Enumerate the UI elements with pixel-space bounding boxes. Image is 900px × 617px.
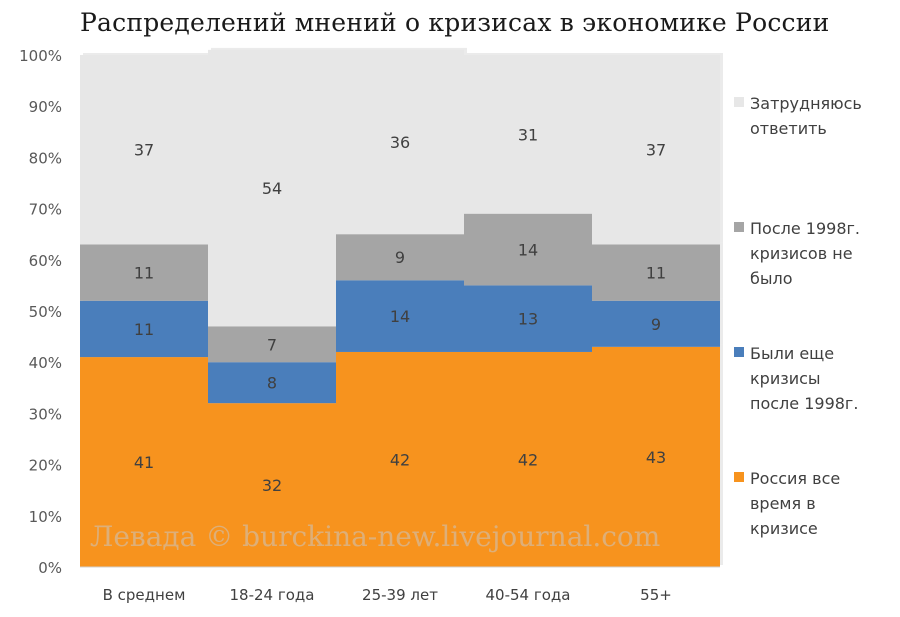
bar-segment bbox=[208, 326, 336, 363]
bar-segment bbox=[80, 300, 208, 358]
data-label: 54 bbox=[262, 179, 282, 198]
legend-label: время в bbox=[750, 494, 816, 513]
bar-segment bbox=[336, 234, 464, 281]
bar-segment bbox=[336, 280, 464, 352]
legend: Затрудняюсь ответить После 1998г. кризисов … bbox=[734, 94, 862, 538]
x-axis: В среднем 18-24 года 25-39 лет 40-54 года 55… bbox=[80, 566, 720, 604]
data-label: 11 bbox=[134, 320, 154, 339]
data-label: 11 bbox=[134, 264, 154, 283]
legend-label: Россия все bbox=[750, 469, 840, 488]
data-label: 8 bbox=[267, 374, 277, 393]
data-label: 32 bbox=[262, 476, 282, 495]
legend-swatch bbox=[734, 472, 744, 482]
bar-segment bbox=[464, 351, 592, 567]
data-label: 42 bbox=[518, 450, 538, 469]
bar-segment bbox=[208, 403, 336, 567]
legend-label: кризисы bbox=[750, 369, 821, 388]
data-label: 9 bbox=[395, 248, 405, 267]
bar-segment bbox=[80, 55, 208, 245]
legend-label: после 1998г. bbox=[750, 394, 858, 413]
bar-segment bbox=[336, 49, 464, 235]
y-tick-label: 20% bbox=[29, 457, 62, 475]
bar-segment bbox=[592, 55, 720, 245]
bar-segment bbox=[464, 55, 592, 214]
legend-label: ответить bbox=[750, 119, 827, 138]
y-tick-label: 60% bbox=[29, 252, 62, 270]
data-label: 41 bbox=[134, 453, 154, 472]
x-tick-label: 18-24 года bbox=[230, 586, 315, 604]
y-axis: 0% 10% 20% 30% 40% 50% 60% 70% 80% 90% 100% bbox=[19, 47, 62, 577]
data-label: 14 bbox=[518, 241, 538, 260]
y-tick-label: 10% bbox=[29, 508, 62, 526]
data-label: 31 bbox=[518, 125, 538, 144]
legend-label: было bbox=[750, 269, 793, 288]
y-tick-label: 70% bbox=[29, 201, 62, 219]
data-label: 43 bbox=[646, 448, 666, 467]
x-tick-label: В среднем bbox=[103, 586, 186, 604]
bar-segment bbox=[464, 213, 592, 286]
y-tick-label: 40% bbox=[29, 354, 62, 372]
bar-segment bbox=[208, 49, 336, 327]
x-tick-label: 40-54 года bbox=[486, 586, 571, 604]
bars-group: 41 11 11 37 32 8 7 54 42 14 9 36 42 13 14 31 43 9 11 37 bbox=[80, 47, 723, 567]
x-tick-label: 55+ bbox=[640, 586, 672, 604]
legend-swatch bbox=[734, 347, 744, 357]
legend-swatch bbox=[734, 222, 744, 232]
y-tick-label: 100% bbox=[19, 47, 62, 65]
data-label: 9 bbox=[651, 315, 661, 334]
data-label: 7 bbox=[267, 335, 277, 354]
chart-title: Распределений мнений о кризисах в эконом… bbox=[80, 8, 830, 37]
legend-label: Затрудняюсь bbox=[750, 94, 862, 113]
bar-segment bbox=[208, 362, 336, 404]
legend-label: кризисов не bbox=[750, 244, 853, 263]
bar-segment bbox=[592, 244, 720, 301]
data-label: 11 bbox=[646, 264, 666, 283]
y-tick-label: 50% bbox=[29, 303, 62, 321]
data-label: 14 bbox=[390, 307, 410, 326]
data-label: 36 bbox=[390, 133, 410, 152]
legend-label: После 1998г. bbox=[750, 219, 860, 238]
data-label: 37 bbox=[134, 141, 154, 160]
y-tick-label: 90% bbox=[29, 98, 62, 116]
x-tick-label: 25-39 лет bbox=[362, 586, 438, 604]
legend-label: Были еще bbox=[750, 344, 834, 363]
y-tick-label: 30% bbox=[29, 405, 62, 423]
bar-segment bbox=[80, 357, 208, 567]
bar-segment bbox=[592, 346, 720, 567]
data-label: 42 bbox=[390, 450, 410, 469]
data-label: 37 bbox=[646, 141, 666, 160]
bar-segment bbox=[464, 285, 592, 352]
data-label: 13 bbox=[518, 310, 538, 329]
bar-segment bbox=[336, 351, 464, 567]
bar-segment bbox=[80, 244, 208, 301]
y-tick-label: 80% bbox=[29, 149, 62, 167]
legend-label: кризисе bbox=[750, 519, 818, 538]
legend-swatch bbox=[734, 97, 744, 107]
bar-segment bbox=[592, 300, 720, 347]
y-tick-label: 0% bbox=[38, 559, 62, 577]
